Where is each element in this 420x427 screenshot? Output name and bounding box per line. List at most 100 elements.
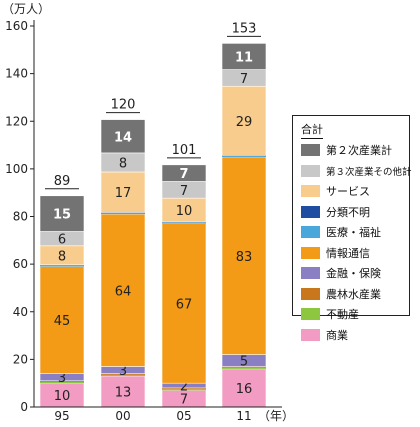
legend-swatch (301, 308, 320, 321)
data-label: 13 (115, 386, 132, 401)
bar-segment (100, 171, 146, 213)
legend-item: 分類不明 (301, 202, 412, 223)
y-tick-label: 160 (5, 19, 28, 33)
legend-item: 医療・福祉 (301, 222, 412, 243)
bar-segment (161, 223, 207, 384)
data-label: 2 (180, 380, 188, 395)
data-label: 45 (54, 314, 71, 329)
legend-label: 金融・保険 (326, 267, 381, 281)
legend-swatch (301, 328, 320, 341)
total-label: 89 (54, 174, 71, 189)
data-label: 7 (180, 393, 188, 408)
legend-label: サービス (326, 185, 370, 199)
bar-segment (100, 213, 146, 367)
bar-segment (161, 164, 207, 182)
data-label: 64 (115, 284, 132, 299)
data-label: 3 (119, 364, 127, 379)
bar-segment (40, 381, 84, 384)
data-label: 7 (180, 184, 188, 199)
y-tick-label: 100 (5, 162, 28, 176)
data-label: 8 (119, 156, 127, 171)
bar-segment (162, 222, 206, 224)
legend-label: 第３次産業その他計 (326, 166, 412, 178)
legend-item: サービス (301, 181, 412, 202)
bar-segment (101, 374, 145, 377)
y-tick-label: 60 (13, 257, 28, 271)
bar-segment (222, 366, 266, 368)
legend-label: 不動産 (326, 308, 359, 322)
legend-item: 情報通信 (301, 243, 412, 264)
data-label: 3 (58, 371, 66, 386)
legend-swatch (301, 287, 320, 300)
legend-label: 商業 (326, 328, 348, 342)
bar-segment (222, 155, 266, 157)
data-label: 6 (58, 233, 66, 248)
legend-title: 合計 (301, 121, 323, 139)
legend-label: 農林水産業 (326, 287, 381, 301)
data-label: 5 (240, 355, 248, 370)
total-label: 153 (232, 21, 257, 36)
bar-segment (40, 265, 84, 267)
data-label: 15 (53, 208, 71, 223)
bar-segment (221, 156, 267, 355)
x-tick-label: 05 (176, 409, 191, 423)
data-label: 10 (54, 389, 71, 404)
data-label: 14 (114, 130, 132, 145)
legend-item: 商業 (301, 325, 412, 346)
legend-swatch (301, 246, 320, 259)
data-label: 67 (176, 297, 193, 312)
data-label: 29 (236, 115, 253, 130)
total-label: 101 (172, 143, 197, 158)
legend-label: 第２次産業計 (326, 144, 392, 158)
bar-segment (162, 389, 206, 391)
bar-segment (222, 367, 266, 369)
x-tick-label: 00 (115, 409, 130, 423)
data-label: 10 (176, 204, 193, 219)
legend-item: 金融・保険 (301, 263, 412, 284)
legend-label: 情報通信 (326, 246, 370, 260)
y-axis: 0 20 40 60 80 100 120 140 160 (5, 19, 35, 414)
data-label: 17 (115, 186, 132, 201)
legend-swatch (301, 164, 320, 177)
bar-segment (100, 119, 146, 154)
legend-item: 第３次産業その他計 (301, 161, 412, 182)
legend-items: 第２次産業計第３次産業その他計 サービス分類不明医療・福祉情報通信金融・保険農林水… (301, 140, 412, 345)
y-tick-label: 140 (5, 67, 28, 81)
legend-swatch (301, 267, 320, 280)
x-axis: 95 00 05 11 (34, 406, 282, 423)
legend-item: 第２次産業計 (301, 140, 412, 161)
x-tick-label: 11 (236, 409, 251, 423)
total-label: 120 (111, 98, 136, 113)
y-tick-label: 0 (20, 400, 28, 414)
y-tick-label: 120 (5, 114, 28, 128)
bar-segment (221, 43, 267, 70)
data-label: 11 (235, 50, 253, 65)
y-tick-label: 20 (13, 352, 28, 366)
bar-segment (101, 373, 145, 375)
bar-segment (39, 266, 85, 374)
bar-segment (162, 387, 206, 390)
data-label: 83 (236, 250, 253, 265)
bar-segment (39, 195, 85, 232)
data-label: 8 (58, 249, 66, 264)
legend-swatch (301, 226, 320, 239)
legend-swatch (301, 144, 320, 157)
x-tick-label: 95 (54, 409, 69, 423)
legend-label: 分類不明 (326, 205, 370, 219)
bar-segment (221, 368, 267, 408)
bar-segment (100, 375, 146, 408)
data-label: 7 (240, 72, 248, 87)
legend-label: 医療・福祉 (326, 226, 381, 240)
y-tick-label: 80 (13, 210, 28, 224)
y-tick-label: 40 (13, 305, 28, 319)
bar-segment (40, 380, 84, 382)
legend-swatch (301, 185, 320, 198)
bars-group: 1034586158913364178141207267107710116583… (39, 21, 267, 408)
legend-swatch (301, 205, 320, 218)
legend: 合計 第２次産業計第３次産業その他計 サービス分類不明医療・福祉情報通信金融・保険… (292, 115, 412, 342)
bar-segment (101, 212, 145, 215)
y-unit-label: （万人） (2, 2, 50, 16)
data-label: 7 (179, 167, 188, 182)
data-label: 16 (236, 382, 253, 397)
